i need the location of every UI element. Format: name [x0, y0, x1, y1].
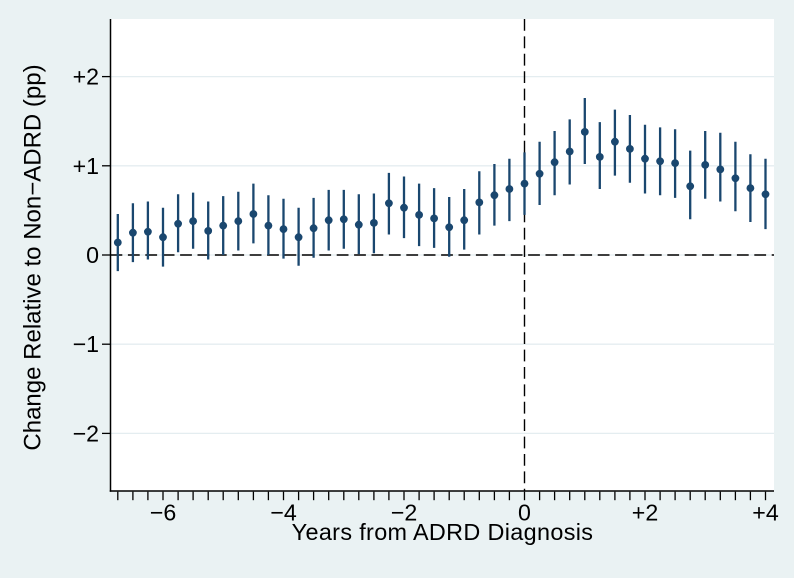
svg-text:−2: −2: [73, 420, 99, 446]
svg-text:+2: +2: [73, 64, 99, 90]
svg-text:−4: −4: [270, 500, 297, 526]
svg-text:+1: +1: [73, 153, 99, 179]
svg-text:−6: −6: [150, 500, 176, 526]
svg-text:0: 0: [86, 242, 99, 268]
svg-text:−1: −1: [73, 331, 99, 357]
svg-text:0: 0: [518, 500, 531, 526]
svg-text:Years from ADRD Diagnosis: Years from ADRD Diagnosis: [292, 519, 594, 545]
svg-text:+4: +4: [752, 500, 779, 526]
svg-text:+2: +2: [632, 500, 658, 526]
svg-text:Change Relative to Non−ADRD (p: Change Relative to Non−ADRD (pp): [20, 64, 47, 450]
svg-text:−2: −2: [391, 500, 417, 526]
